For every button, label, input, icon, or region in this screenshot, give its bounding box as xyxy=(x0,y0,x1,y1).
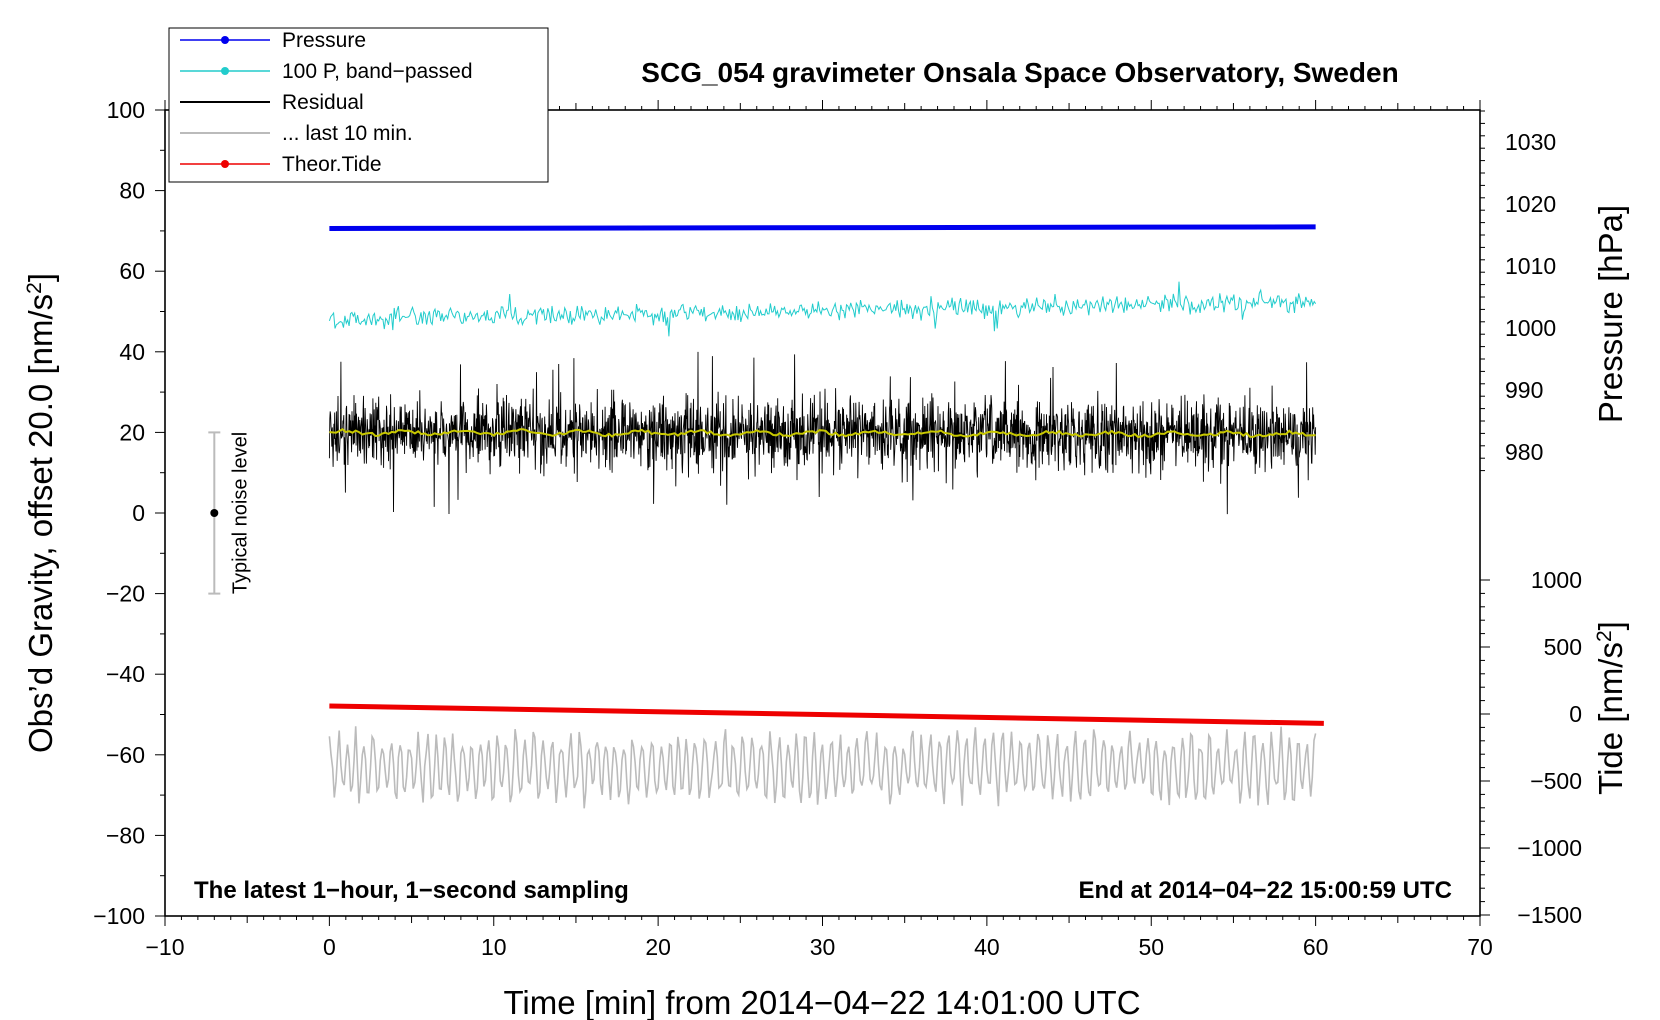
pressure-axis-tick-labels: 980 990 1000 1010 1020 1030 xyxy=(1505,129,1556,465)
legend-label: Pressure xyxy=(282,29,366,52)
x-tick-label: 60 xyxy=(1303,934,1329,960)
pressure-tick-label: 1030 xyxy=(1505,129,1556,155)
legend-marker xyxy=(221,160,229,168)
pressure-tick-label: 1010 xyxy=(1505,253,1556,279)
series-residual xyxy=(328,351,1317,515)
y-left-axis-ticks xyxy=(155,109,165,917)
legend-label: ... last 10 min. xyxy=(282,122,413,145)
tide-tick-label: −1500 xyxy=(1517,902,1582,928)
tide-axis-title: Tide [nm/s2] xyxy=(1592,621,1629,795)
tide-tick-label: 0 xyxy=(1569,701,1582,727)
noise-bar-label: Typical noise level xyxy=(229,432,251,594)
y-left-axis-tick-labels: −100 −80 −60 −40 −20 0 20 40 60 80 100 xyxy=(93,97,145,929)
y-left-tick-label: −80 xyxy=(106,822,145,848)
pressure-axis-ticks xyxy=(1480,110,1485,472)
x-axis-tick-labels: −10 0 10 20 30 40 50 60 70 xyxy=(145,934,1492,960)
x-tick-label: 50 xyxy=(1138,934,1164,960)
series-last-10-min xyxy=(328,726,1317,809)
y-left-tick-label: −20 xyxy=(106,581,145,607)
y-left-title-text: Obs’d Gravity, offset 20.0 [nm/s xyxy=(22,294,59,753)
legend-marker xyxy=(221,67,229,75)
y-left-tick-label: 60 xyxy=(119,258,145,284)
y-left-axis-title: Obs’d Gravity, offset 20.0 [nm/s2] xyxy=(22,273,59,753)
tide-tick-label: −1000 xyxy=(1517,835,1582,861)
noise-bar: Typical noise level xyxy=(208,431,251,595)
pressure-tick-label: 1000 xyxy=(1505,315,1556,341)
y-left-tick-label: −60 xyxy=(106,742,145,768)
y-left-title-end: ] xyxy=(22,273,59,282)
tide-title-end: ] xyxy=(1592,621,1629,630)
x-axis-ticks xyxy=(164,100,1481,926)
legend-label: Residual xyxy=(282,91,364,114)
y-left-title-sup: 2 xyxy=(23,282,46,294)
tide-axis-ticks xyxy=(1480,579,1490,916)
x-axis-title: Time [min] from 2014−04−22 14:01:00 UTC xyxy=(503,984,1140,1020)
legend-marker xyxy=(221,36,229,44)
y-left-tick-label: 0 xyxy=(132,500,145,526)
pressure-tick-label: 980 xyxy=(1505,439,1543,465)
noise-bar-center-dot xyxy=(210,509,219,517)
x-tick-label: −10 xyxy=(145,934,184,960)
tide-title-text: Tide [nm/s xyxy=(1592,642,1629,795)
tide-tick-label: 1000 xyxy=(1531,567,1582,593)
legend: Pressure 100 P, band−passed Residual ... la… xyxy=(168,27,549,183)
pressure-tick-label: 990 xyxy=(1505,377,1543,403)
note-end-time: End at 2014−04−22 15:00:59 UTC xyxy=(1078,877,1452,904)
series-residual-smoothed xyxy=(329,427,1316,439)
x-tick-label: 20 xyxy=(645,934,671,960)
chart-title: SCG_054 gravimeter Onsala Space Observat… xyxy=(641,57,1398,88)
tide-tick-label: 500 xyxy=(1544,634,1582,660)
y-left-tick-label: 80 xyxy=(119,178,145,204)
series-theoretical-tide xyxy=(329,703,1324,726)
tide-title-sup: 2 xyxy=(1593,630,1616,642)
x-tick-label: 40 xyxy=(974,934,1000,960)
tide-tick-label: −500 xyxy=(1530,768,1582,794)
pressure-axis-title: Pressure [hPa] xyxy=(1592,205,1629,423)
y-left-tick-label: 20 xyxy=(119,419,145,445)
y-left-tick-label: 40 xyxy=(119,339,145,365)
x-tick-label: 30 xyxy=(810,934,836,960)
y-left-tick-label: −40 xyxy=(106,661,145,687)
note-latest-hour: The latest 1−hour, 1−second sampling xyxy=(194,877,629,904)
legend-label: Theor.Tide xyxy=(282,153,382,176)
legend-box xyxy=(168,27,549,183)
tide-axis-tick-labels: −1500 −1000 −500 0 500 1000 xyxy=(1517,567,1582,928)
x-tick-label: 70 xyxy=(1467,934,1493,960)
series-layer xyxy=(328,224,1324,809)
pressure-tick-label: 1020 xyxy=(1505,191,1556,217)
y-left-tick-label: −100 xyxy=(93,903,145,929)
series-pressure xyxy=(329,224,1316,231)
legend-label: 100 P, band−passed xyxy=(282,60,473,83)
y-left-tick-label: 100 xyxy=(107,97,145,123)
series-pressure-bandpassed xyxy=(328,281,1317,337)
x-tick-label: 0 xyxy=(323,934,336,960)
legend-items: Pressure 100 P, band−passed Residual ... la… xyxy=(180,29,473,176)
x-tick-label: 10 xyxy=(481,934,507,960)
